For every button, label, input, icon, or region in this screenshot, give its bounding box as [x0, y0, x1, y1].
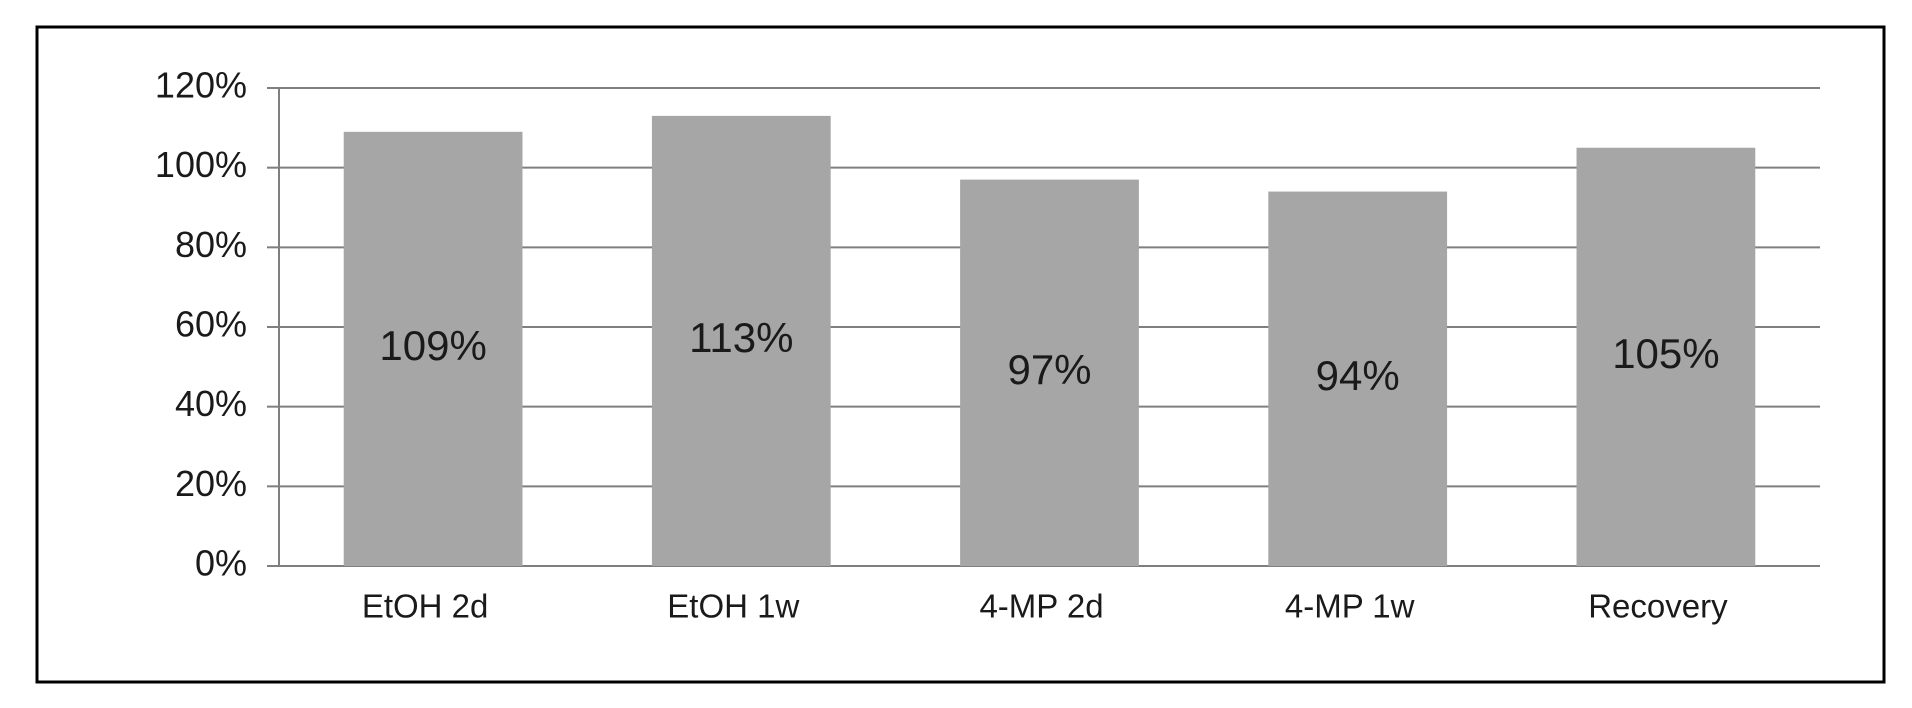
y-tick-label: 20%: [175, 463, 247, 504]
y-tick-label: 80%: [175, 224, 247, 265]
data-label: 94%: [1316, 352, 1400, 399]
bar: [1576, 147, 1756, 566]
bar: [960, 179, 1139, 566]
bar: [343, 131, 523, 567]
y-tick-label: 40%: [175, 383, 247, 424]
data-label: 109%: [379, 322, 486, 369]
x-tick-label: 4-MP 1w: [1285, 588, 1415, 625]
x-tick-label: Recovery: [1588, 588, 1728, 625]
x-tick-label: EtOH 1w: [667, 588, 799, 625]
y-tick-label: 60%: [175, 304, 247, 345]
data-label: 97%: [1007, 346, 1091, 393]
data-label: 113%: [689, 314, 793, 361]
y-tick-label: 100%: [155, 144, 247, 185]
bar: [651, 115, 831, 566]
y-tick-label: 0%: [195, 543, 247, 584]
x-tick-label: EtOH 2d: [362, 588, 489, 625]
y-tick-label: 120%: [155, 65, 247, 106]
bar: [1268, 191, 1448, 567]
x-tick-label: 4-MP 2d: [979, 588, 1103, 625]
data-label: 105%: [1612, 330, 1719, 377]
